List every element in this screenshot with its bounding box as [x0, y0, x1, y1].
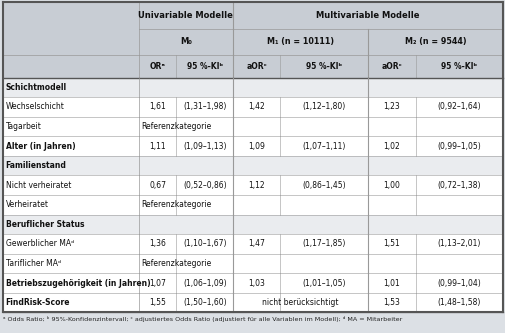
Text: M₂ (n = 9544): M₂ (n = 9544): [404, 37, 466, 47]
Text: 1,55: 1,55: [149, 298, 166, 307]
Text: (0,92–1,64): (0,92–1,64): [437, 103, 480, 112]
Bar: [3, 2, 502, 29]
Text: FindRisk-Score: FindRisk-Score: [6, 298, 70, 307]
Text: (0,52–0,86): (0,52–0,86): [182, 181, 226, 190]
Text: Betriebszugehörigkeit (in Jahren): Betriebszugehörigkeit (in Jahren): [6, 278, 150, 287]
Text: 1,09: 1,09: [248, 142, 265, 151]
Text: (1,10–1,67): (1,10–1,67): [183, 239, 226, 248]
Text: M₁ (n = 10111): M₁ (n = 10111): [267, 37, 333, 47]
Text: 1,01: 1,01: [383, 278, 399, 287]
Bar: [3, 273, 502, 293]
Text: (0,72–1,38): (0,72–1,38): [437, 181, 480, 190]
Text: Multivariable Modelle: Multivariable Modelle: [316, 11, 419, 20]
Text: (0,86–1,45): (0,86–1,45): [302, 181, 345, 190]
Bar: [3, 55, 502, 78]
Text: Wechselschicht: Wechselschicht: [6, 103, 64, 112]
Text: 0,67: 0,67: [149, 181, 166, 190]
Text: Referenzkategorie: Referenzkategorie: [141, 200, 211, 209]
Bar: [3, 97, 502, 117]
Text: 1,02: 1,02: [383, 142, 399, 151]
Text: (1,48–1,58): (1,48–1,58): [437, 298, 480, 307]
Text: Univariable Modelle: Univariable Modelle: [138, 11, 233, 20]
Text: (1,13–2,01): (1,13–2,01): [437, 239, 480, 248]
Text: Nicht verheiratet: Nicht verheiratet: [6, 181, 71, 190]
Text: Tagarbeit: Tagarbeit: [6, 122, 41, 131]
Text: Verheiratet: Verheiratet: [6, 200, 48, 209]
Text: (1,09–1,13): (1,09–1,13): [183, 142, 226, 151]
Text: (1,31–1,98): (1,31–1,98): [183, 103, 226, 112]
Text: 1,11: 1,11: [149, 142, 166, 151]
Text: (1,01–1,05): (1,01–1,05): [302, 278, 345, 287]
Text: (1,12–1,80): (1,12–1,80): [302, 103, 345, 112]
Text: (1,06–1,09): (1,06–1,09): [182, 278, 226, 287]
Text: Gewerblicher MAᵈ: Gewerblicher MAᵈ: [6, 239, 74, 248]
Bar: [3, 117, 502, 136]
Text: Tariflicher MAᵈ: Tariflicher MAᵈ: [6, 259, 61, 268]
Text: Schichtmodell: Schichtmodell: [6, 83, 67, 92]
Text: Referenzkategorie: Referenzkategorie: [141, 259, 211, 268]
Text: (1,50–1,60): (1,50–1,60): [182, 298, 226, 307]
Bar: [3, 156, 502, 175]
Text: (1,17–1,85): (1,17–1,85): [302, 239, 345, 248]
Text: Referenzkategorie: Referenzkategorie: [141, 122, 211, 131]
Text: (0,99–1,05): (0,99–1,05): [437, 142, 480, 151]
Text: 1,53: 1,53: [383, 298, 399, 307]
Bar: [3, 175, 502, 195]
Bar: [3, 293, 502, 312]
Text: 95 %-KIᵇ: 95 %-KIᵇ: [440, 62, 477, 71]
Text: 1,42: 1,42: [248, 103, 265, 112]
Bar: [3, 234, 502, 254]
Text: 1,51: 1,51: [383, 239, 399, 248]
Text: Familienstand: Familienstand: [6, 161, 66, 170]
Bar: [3, 254, 502, 273]
Text: aORᶜ: aORᶜ: [381, 62, 401, 71]
Text: M₀: M₀: [180, 37, 191, 47]
Text: (1,07–1,11): (1,07–1,11): [302, 142, 345, 151]
Text: 1,47: 1,47: [248, 239, 265, 248]
Bar: [3, 195, 502, 214]
Text: 1,12: 1,12: [248, 181, 265, 190]
Text: 1,61: 1,61: [149, 103, 166, 112]
Text: 95 %-KIᵇ: 95 %-KIᵇ: [306, 62, 342, 71]
Text: ORᵃ: ORᵃ: [149, 62, 165, 71]
Text: Beruflicher Status: Beruflicher Status: [6, 220, 84, 229]
Bar: [3, 136, 502, 156]
Text: 1,00: 1,00: [383, 181, 399, 190]
Text: (0,99–1,04): (0,99–1,04): [437, 278, 480, 287]
Text: 95 %-KIᵇ: 95 %-KIᵇ: [186, 62, 222, 71]
Bar: [3, 214, 502, 234]
Text: 1,23: 1,23: [383, 103, 399, 112]
Text: nicht berücksichtigt: nicht berücksichtigt: [262, 298, 338, 307]
Text: aORᶜ: aORᶜ: [246, 62, 267, 71]
Text: 1,03: 1,03: [248, 278, 265, 287]
Text: 1,07: 1,07: [149, 278, 166, 287]
Text: ᵃ Odds Ratio; ᵇ 95%-Konfidenzintervall; ᶜ adjustiertes Odds Ratio (adjustiert fü: ᵃ Odds Ratio; ᵇ 95%-Konfidenzintervall; …: [3, 316, 401, 322]
Text: 1,36: 1,36: [149, 239, 166, 248]
Bar: [3, 78, 502, 97]
Text: Alter (in Jahren): Alter (in Jahren): [6, 142, 75, 151]
Bar: [3, 29, 502, 55]
